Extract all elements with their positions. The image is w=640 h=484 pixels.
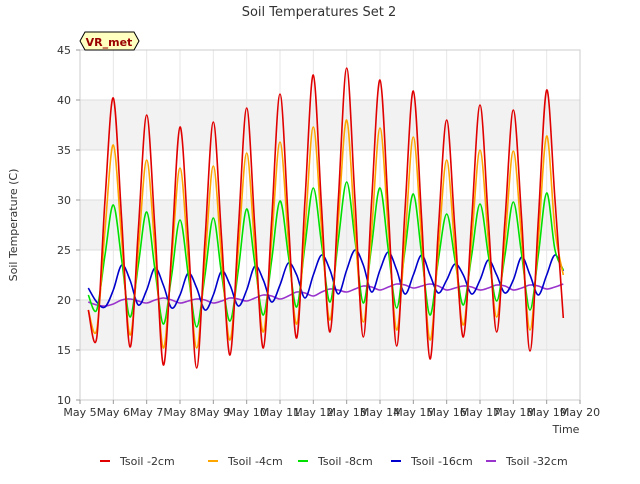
y-tick-label: 40 <box>57 94 71 107</box>
x-tick-label: May 17 <box>460 406 500 419</box>
y-tick-label: 15 <box>57 344 71 357</box>
x-axis-label: Time <box>552 423 580 436</box>
background-band <box>80 300 580 350</box>
x-tick-label: May 10 <box>227 406 267 419</box>
series-line-tsoil-16cm <box>87 249 565 311</box>
station-label: VR_met <box>86 36 133 49</box>
x-tick-label: May 13 <box>327 406 367 419</box>
chart-title: Soil Temperatures Set 2 <box>242 5 397 20</box>
y-axis-label: Soil Temperature (C) <box>7 169 20 282</box>
x-tick-label: May 16 <box>427 406 467 419</box>
station-label-shape <box>79 31 140 51</box>
x-tick-label: May 9 <box>197 406 230 419</box>
series-line-tsoil-2cm <box>87 67 565 369</box>
legend-label: Tsoil -2cm <box>119 455 175 468</box>
background-band <box>80 100 580 150</box>
y-tick-label: 35 <box>57 144 71 157</box>
x-tick-label: May 11 <box>260 406 300 419</box>
station-label-box: VR_met <box>79 31 140 51</box>
x-tick-label: May 7 <box>130 406 163 419</box>
y-tick-label: 45 <box>57 44 71 57</box>
legend-label: Tsoil -32cm <box>505 455 568 468</box>
legend-label: Tsoil -4cm <box>227 455 283 468</box>
series-layer <box>87 67 565 369</box>
x-tick-label: May 20 <box>560 406 600 419</box>
x-tick-label: May 8 <box>163 406 196 419</box>
background-band <box>80 200 580 250</box>
y-tick-label: 20 <box>57 294 71 307</box>
y-tick-label: 25 <box>57 244 71 257</box>
legend-label: Tsoil -16cm <box>410 455 473 468</box>
x-tick-label: May 14 <box>360 406 400 419</box>
legend: Tsoil -2cm Tsoil -4cm Tsoil -8cm Tsoil -16c… <box>100 455 568 468</box>
legend-label: Tsoil -8cm <box>317 455 373 468</box>
x-tick-label: May 5 <box>63 406 96 419</box>
x-tick-label: May 12 <box>293 406 333 419</box>
background-bands <box>80 100 580 350</box>
y-axis-ticks: 10 15 20 25 30 35 40 45 <box>57 44 80 407</box>
y-tick-label: 30 <box>57 194 71 207</box>
y-tick-label: 10 <box>57 394 71 407</box>
x-tick-label: May 15 <box>393 406 433 419</box>
plot-area-frame <box>79 49 581 401</box>
x-tick-label: May 6 <box>97 406 130 419</box>
x-tick-label: May 18 <box>493 406 533 419</box>
x-tick-label: May 19 <box>527 406 567 419</box>
